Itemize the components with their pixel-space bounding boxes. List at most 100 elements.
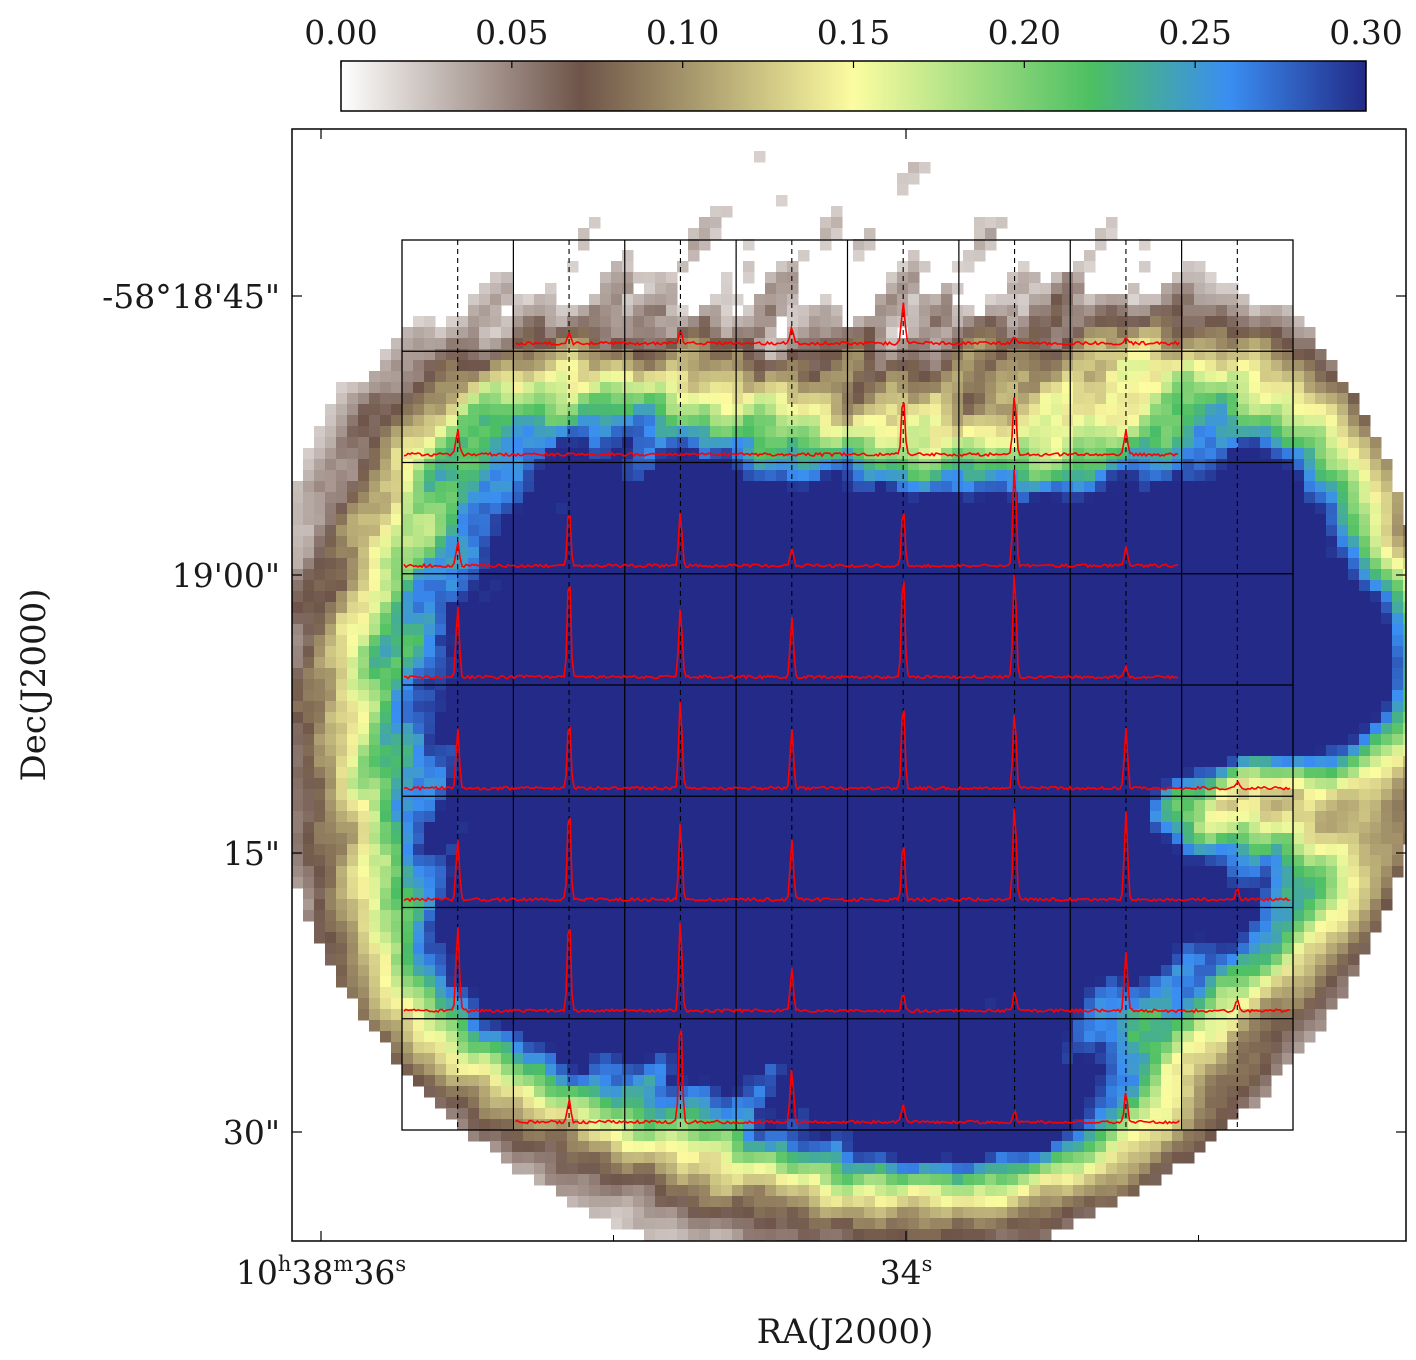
map-cell [1260,580,1272,592]
map-cell [501,415,513,427]
map-cell [347,580,359,592]
map-cell [534,371,546,383]
map-cell [1106,690,1118,702]
map-cell [875,690,887,702]
map-cell [644,624,656,636]
map-cell [886,360,898,372]
map-cell [1315,668,1327,680]
map-cell [1216,481,1228,493]
map-cell [479,778,491,790]
map-cell [490,360,502,372]
map-cell [1304,404,1316,416]
map-cell [1282,624,1294,636]
map-cell [391,591,403,603]
map-cell [391,811,403,823]
map-cell [457,426,469,438]
map-cell [677,778,689,790]
map-cell [985,712,997,724]
map-cell [402,756,414,768]
map-cell [1370,514,1382,526]
map-cell [919,602,931,614]
map-cell [402,789,414,801]
map-cell [1150,690,1162,702]
map-cell [600,536,612,548]
map-cell [589,690,601,702]
map-cell [589,789,601,801]
map-cell [457,635,469,647]
map-cell [820,580,832,592]
map-cell [930,470,942,482]
map-cell [1084,536,1096,548]
map-cell [501,646,513,658]
map-cell [1084,723,1096,735]
map-cell [1150,547,1162,559]
map-cell [1172,602,1184,614]
map-cell [963,536,975,548]
map-cell [1293,404,1305,416]
map-cell [1128,503,1140,515]
map-cell [1040,558,1052,570]
map-cell [534,492,546,504]
map-cell [666,349,678,361]
map-cell [556,459,568,471]
map-cell [1128,404,1140,416]
map-cell [501,745,513,757]
map-cell [479,602,491,614]
map-cell [1095,833,1107,845]
map-cell [1128,294,1140,306]
map-cell [534,756,546,768]
colorbar-ticks: 0.00 0.05 0.10 0.15 0.20 0.25 0.30 [304,13,1403,68]
map-cell [655,360,667,372]
map-cell [303,624,315,636]
map-cell [1403,591,1406,603]
map-cell [1348,481,1360,493]
map-cell [1018,569,1030,581]
map-cell [325,503,337,515]
map-cell [1139,833,1151,845]
map-cell [743,668,755,680]
map-cell [1392,690,1404,702]
map-cell [765,756,777,768]
map-cell [1216,283,1228,295]
map-cell [314,646,326,658]
map-cell [1029,382,1041,394]
map-cell [336,646,348,658]
map-cell [996,360,1008,372]
map-cell [1348,811,1360,823]
map-cell [512,580,524,592]
map-cell [1227,789,1239,801]
map-cell [853,415,865,427]
map-cell [1095,591,1107,603]
map-cell [798,327,810,339]
map-cell [446,470,458,482]
map-cell [930,327,942,339]
map-cell [600,547,612,559]
map-cell [787,514,799,526]
map-cell [501,833,513,845]
map-cell [1084,613,1096,625]
map-cell [1293,492,1305,504]
map-cell [1381,569,1393,581]
map-cell [776,272,788,284]
map-cell [1084,437,1096,449]
map-cell [974,393,986,405]
map-cell [457,547,469,559]
map-cell [435,404,447,416]
map-cell [1304,338,1316,350]
map-cell [1238,525,1250,537]
map-cell [435,426,447,438]
map-cell [985,734,997,746]
map-cell [545,657,557,669]
map-cell [743,712,755,724]
map-cell [985,470,997,482]
map-cell [501,459,513,471]
map-cell [589,415,601,427]
map-cell [1381,701,1393,713]
map-cell [655,822,667,834]
map-cell [985,492,997,504]
map-cell [754,624,766,636]
map-cell [930,767,942,779]
map-cell [611,668,623,680]
map-cell [1227,327,1239,339]
map-cell [1238,613,1250,625]
